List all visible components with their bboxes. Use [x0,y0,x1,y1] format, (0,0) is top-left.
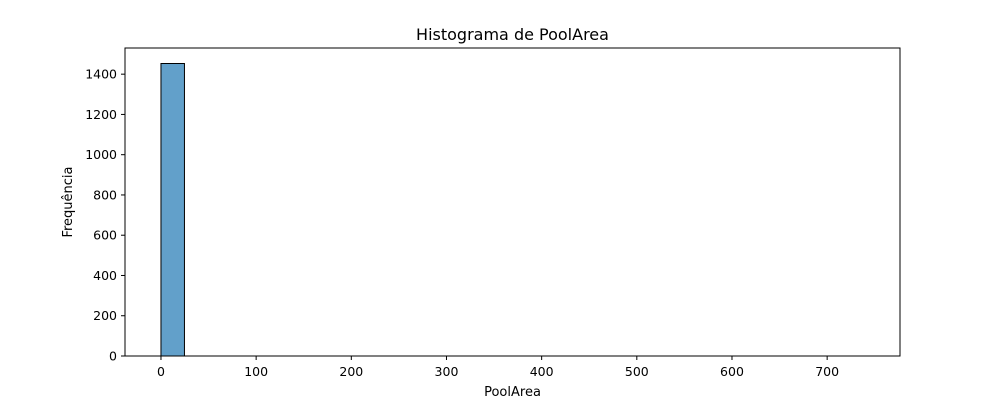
plot-area-frame [124,47,901,357]
y-axis-label: Frequência [61,166,76,237]
x-tick-label: 400 [530,364,554,379]
y-tick-label: 1000 [85,147,117,162]
y-tick-label: 400 [93,268,117,283]
x-axis-label: PoolArea [484,385,541,400]
x-axis-ticks: 0 100 200 300 400 500 600 700 [157,356,839,379]
y-tick-label: 800 [93,187,117,202]
x-tick-label: 300 [435,364,459,379]
histogram-bar-0 [160,63,185,357]
y-tick-label: 1200 [85,107,117,122]
y-tick-label: 200 [93,308,117,323]
x-tick-label: 500 [625,364,649,379]
x-tick-label: 0 [157,364,165,379]
y-tick-label: 600 [93,228,117,243]
x-tick-label: 600 [720,364,744,379]
x-tick-label: 100 [244,364,268,379]
chart-title: Histograma de PoolArea [416,25,609,44]
y-tick-label: 1400 [85,67,117,82]
x-tick-label: 700 [815,364,839,379]
bars-group [160,63,185,357]
y-axis-ticks: 0 200 400 600 800 1000 1200 1400 [85,67,125,364]
x-tick-label: 200 [339,364,363,379]
y-tick-label: 0 [109,349,117,364]
